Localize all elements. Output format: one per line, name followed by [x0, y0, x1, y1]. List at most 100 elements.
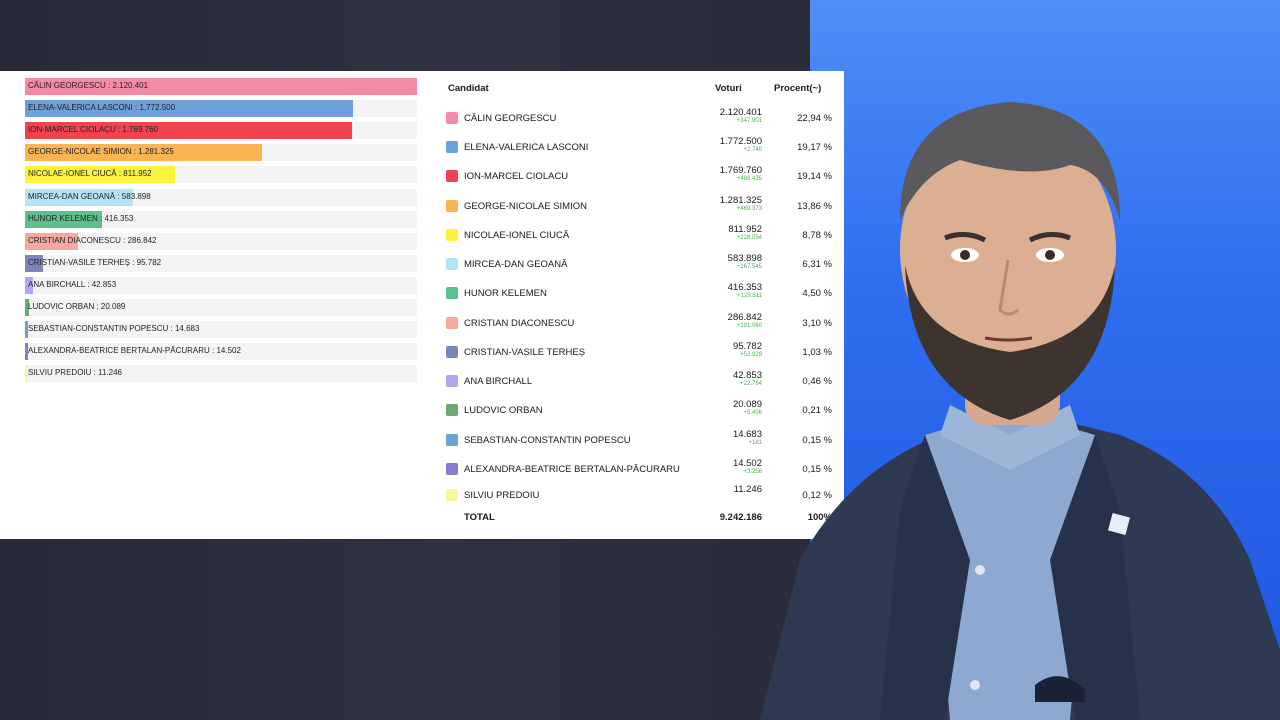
votes-value: 416.353: [727, 282, 762, 293]
percent-value: 0,15 %: [802, 435, 832, 446]
bar-label: GEORGE-NICOLAE SIMION : 1.281.325: [28, 147, 174, 157]
header-votes: Voturi: [715, 83, 742, 94]
bar-chart: CĂLIN GEORGESCU : 2.120.401 ELENA-VALERIC…: [25, 78, 417, 388]
candidate-photo: [760, 102, 1280, 720]
table-row: ELENA-VALERICA LASCONI 1.772.500 +2.740 19,…: [440, 136, 840, 158]
votes-value: 42.853: [732, 370, 762, 381]
candidate-name: CRISTIAN DIACONESCU: [464, 318, 575, 329]
candidate-name: LUDOVIC ORBAN: [464, 405, 543, 416]
bar: [25, 122, 353, 140]
bar-label: HUNOR KELEMEN : 416.353: [28, 213, 134, 223]
votes-value: 1.769.760: [719, 165, 762, 176]
table-row: ALEXANDRA-BEATRICE BERTALAN-PĂCURARU 14.5…: [440, 458, 840, 480]
bar: [25, 100, 353, 118]
candidate-name: SILVIU PREDOIU: [464, 490, 540, 501]
color-swatch: [446, 317, 458, 329]
candidate-name: NICOLAE-IONEL CIUCĂ: [464, 230, 570, 241]
color-swatch: [446, 200, 458, 212]
bar-label: NICOLAE-IONEL CIUCĂ : 811.952: [28, 169, 152, 179]
bar-row: ELENA-VALERICA LASCONI : 1.772.500: [25, 100, 417, 118]
table-row: CĂLIN GEORGESCU 2.120.401 +347.901 22,94 %: [440, 107, 840, 129]
bar-row: ANA BIRCHALL : 42.853: [25, 276, 417, 294]
bar-row: CĂLIN GEORGESCU : 2.120.401: [25, 78, 417, 95]
bar: [25, 321, 28, 339]
total-percent: 100%: [807, 512, 832, 523]
bar: [25, 365, 28, 383]
bar-label: CRISTIAN DIACONESCU : 286.842: [28, 235, 157, 245]
table-row: LUDOVIC ORBAN 20.089 +5.406 0,21 %: [440, 399, 840, 421]
color-swatch: [446, 375, 458, 387]
total-row: TOTAL 9.242.186 100%: [440, 506, 840, 528]
table-row: SEBASTIAN-CONSTANTIN POPESCU 14.683 +181 0,…: [440, 429, 840, 451]
candidate-name: CRISTIAN-VASILE TERHEȘ: [464, 347, 586, 358]
color-swatch: [446, 434, 458, 446]
votes-delta: +5.406: [743, 410, 762, 416]
bar-label: ELENA-VALERICA LASCONI : 1.772.500: [28, 103, 176, 113]
percent-value: 4,50 %: [802, 288, 832, 299]
candidate-name: CĂLIN GEORGESCU: [464, 113, 557, 124]
bar: [25, 78, 417, 95]
table-row: SILVIU PREDOIU 11.246 0,12 %: [440, 484, 840, 506]
percent-value: 6,31 %: [802, 259, 832, 270]
bar-row: CRISTIAN-VASILE TERHEȘ : 95.782: [25, 254, 417, 272]
votes-delta: +2.740: [743, 147, 762, 153]
color-swatch: [446, 346, 458, 358]
bar: [25, 144, 262, 162]
candidate-name: ELENA-VALERICA LASCONI: [464, 142, 589, 153]
votes-delta: +228.054: [736, 235, 762, 241]
votes-delta: +469.373: [736, 206, 762, 212]
color-swatch: [446, 463, 458, 475]
table-row: ION-MARCEL CIOLACU 1.769.760 +488.435 19,14…: [440, 165, 840, 187]
bar-row: SILVIU PREDOIU : 11.246: [25, 365, 417, 383]
header-candidate: Candidat: [448, 83, 489, 94]
votes-delta: +52.929: [740, 352, 762, 358]
bar-row: HUNOR KELEMEN : 416.353: [25, 210, 417, 228]
bar-row: ION-MARCEL CIOLACU : 1.769.760: [25, 122, 417, 140]
bar-row: LUDOVIC ORBAN : 20.089: [25, 299, 417, 316]
votes-delta: +488.435: [736, 176, 762, 182]
bar-label: CRISTIAN-VASILE TERHEȘ : 95.782: [28, 257, 162, 267]
votes-value: 14.683: [732, 429, 762, 440]
color-swatch: [446, 112, 458, 124]
bar-row: MIRCEA-DAN GEOANĂ : 583.898: [25, 188, 417, 206]
votes-value: 811.952: [728, 224, 762, 235]
bar-label: MIRCEA-DAN GEOANĂ : 583.898: [28, 191, 151, 201]
votes-delta: +167.545: [736, 264, 762, 270]
bar-label: LUDOVIC ORBAN : 20.089: [28, 302, 126, 311]
bar: [25, 299, 29, 316]
candidate-name: MIRCEA-DAN GEOANĂ: [464, 259, 568, 270]
color-swatch: [446, 141, 458, 153]
bar: [25, 276, 33, 294]
candidate-name: ALEXANDRA-BEATRICE BERTALAN-PĂCURARU: [464, 464, 680, 475]
votes-value: 20.089: [732, 399, 762, 410]
percent-value: 13,86 %: [797, 201, 832, 212]
results-panel: CĂLIN GEORGESCU : 2.120.401 ELENA-VALERIC…: [0, 71, 844, 539]
color-swatch: [446, 170, 458, 182]
table-row: NICOLAE-IONEL CIUCĂ 811.952 +228.054 8,78 %: [440, 224, 840, 246]
bar-label: ANA BIRCHALL : 42.853: [28, 279, 117, 289]
table-row: GEORGE-NICOLAE SIMION 1.281.325 +469.373 13…: [440, 195, 840, 217]
bar-row: CRISTIAN DIACONESCU : 286.842: [25, 232, 417, 250]
table-row: CRISTIAN DIACONESCU 286.842 +191.060 3,10 %: [440, 312, 840, 334]
color-swatch: [446, 229, 458, 241]
bar-label: ALEXANDRA-BEATRICE BERTALAN-PĂCURARU : 1…: [28, 346, 241, 356]
votes-delta: +22.764: [740, 381, 762, 387]
percent-value: 3,10 %: [802, 318, 832, 329]
candidate-name: ION-MARCEL CIOLACU: [464, 171, 569, 182]
header-percent: Procent(~): [774, 83, 822, 94]
percent-value: 19,17 %: [797, 142, 832, 153]
total-label: TOTAL: [464, 512, 495, 523]
percent-value: 1,03 %: [802, 347, 832, 358]
bar-label: ION-MARCEL CIOLACU : 1.769.760: [28, 125, 158, 135]
votes-delta: +191.060: [736, 323, 762, 329]
results-table: Candidat Voturi Procent(~) CĂLIN GEORGES…: [440, 71, 840, 539]
table-row: HUNOR KELEMEN 416.353 +129.511 4,50 %: [440, 282, 840, 304]
total-votes: 9.242.186: [719, 512, 762, 523]
percent-value: 0,12 %: [802, 490, 832, 501]
bar-label: SEBASTIAN-CONSTANTIN POPESCU : 14.683: [28, 324, 200, 334]
bar: [25, 210, 102, 228]
votes-delta: +181: [748, 440, 762, 446]
percent-value: 0,21 %: [802, 405, 832, 416]
bar-row: GEORGE-NICOLAE SIMION : 1.281.325: [25, 144, 417, 162]
bar-label: SILVIU PREDOIU : 11.246: [28, 368, 122, 378]
